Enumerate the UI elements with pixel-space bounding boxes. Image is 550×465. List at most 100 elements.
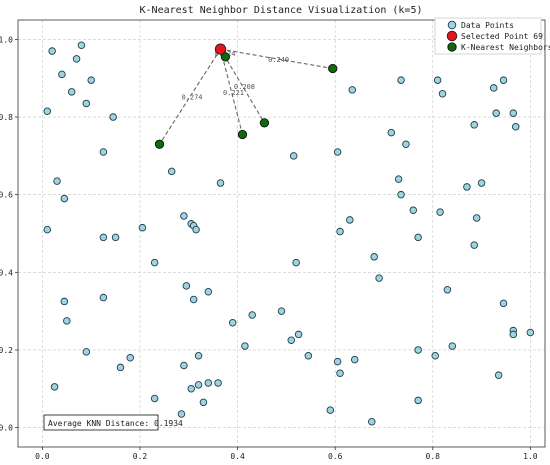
data-point: [409, 206, 418, 214]
neighbor-point: [154, 139, 165, 149]
data-point: [499, 299, 508, 308]
distance-label: 0.221: [223, 89, 244, 97]
data-point: [58, 70, 66, 79]
x-tick-label: 0.4: [230, 452, 245, 461]
data-point: [414, 396, 422, 405]
data-point: [397, 190, 405, 199]
data-point: [180, 361, 188, 370]
data-point: [472, 214, 481, 222]
data-point: [60, 194, 69, 203]
data-point: [63, 317, 71, 325]
data-point: [228, 319, 237, 327]
data-point: [43, 225, 52, 234]
data-point: [326, 406, 335, 414]
distance-label: 0.240: [268, 56, 289, 64]
data-point: [182, 282, 191, 290]
data-point: [216, 179, 225, 187]
data-point: [241, 342, 249, 350]
data-point: [368, 418, 376, 426]
data-point: [116, 363, 125, 372]
data-point: [204, 379, 213, 387]
data-point: [304, 352, 313, 360]
legend-label-selected: Selected Point 69: [461, 32, 543, 41]
neighbor-line: [220, 48, 265, 124]
data-point: [499, 76, 508, 84]
y-tick-label: 0.2: [0, 346, 13, 355]
legend: Data Points Selected Point 69 K-Nearest …: [434, 17, 550, 55]
data-point: [99, 293, 108, 302]
data-point: [82, 99, 91, 108]
data-point: [526, 328, 535, 337]
data-point: [214, 379, 222, 387]
legend-marker-neighbor: [447, 42, 457, 52]
data-point: [87, 76, 95, 84]
data-point: [336, 227, 344, 236]
neighbor-point: [328, 63, 338, 74]
data-point: [448, 342, 457, 350]
data-point: [414, 233, 422, 242]
data-point: [138, 223, 147, 232]
data-point: [436, 208, 444, 216]
data-point: [194, 352, 203, 360]
data-point: [387, 128, 396, 137]
data-point: [397, 76, 405, 84]
data-point: [287, 336, 296, 345]
data-point: [60, 297, 69, 306]
data-point: [67, 88, 76, 96]
y-tick-label: 0.0: [0, 424, 13, 433]
data-point: [470, 121, 478, 129]
data-point: [48, 47, 56, 55]
data-point: [375, 274, 383, 282]
data-point: [189, 295, 198, 304]
data-point: [463, 183, 471, 191]
legend-label-neighbor: K-Nearest Neighbors: [461, 43, 550, 52]
neighbor-point: [259, 118, 270, 128]
selected-layer: [214, 43, 227, 55]
data-point: [99, 148, 108, 156]
neighbor-point: [237, 129, 248, 140]
data-point: [402, 140, 410, 148]
data-points-layer: [43, 41, 535, 426]
data-point: [414, 346, 422, 354]
data-point: [438, 90, 447, 98]
selected-point: [214, 43, 227, 55]
x-tick-label: 1.0: [523, 452, 538, 461]
chart-title: K-Nearest Neighbor Distance Visualizatio…: [140, 5, 423, 16]
data-point: [150, 258, 159, 267]
data-point: [492, 109, 500, 117]
data-point: [111, 233, 120, 242]
data-point: [431, 352, 439, 360]
data-point: [77, 41, 86, 49]
x-tick-label: 0.6: [328, 452, 343, 461]
data-point: [53, 177, 61, 185]
summary-box: Average KNN Distance: 0.1934: [43, 414, 183, 431]
data-point: [348, 86, 357, 94]
legend-marker-data: [447, 20, 457, 30]
grid: [18, 20, 545, 447]
data-point: [470, 241, 478, 249]
y-tick-label: 0.8: [0, 113, 13, 122]
data-point: [346, 216, 354, 224]
neighbor-line: [159, 48, 221, 145]
legend-label-data: Data Points: [461, 21, 514, 30]
data-point: [126, 353, 134, 362]
distance-label: 0.208: [234, 83, 255, 91]
data-point: [370, 253, 378, 261]
data-point: [204, 287, 213, 296]
data-point: [82, 348, 91, 356]
data-point: [72, 55, 81, 63]
neighbor-line: [220, 48, 333, 70]
data-point: [433, 76, 442, 84]
neighbor-point: [220, 52, 231, 62]
data-point: [199, 398, 208, 407]
data-point: [443, 286, 452, 294]
data-point: [511, 122, 520, 131]
data-point: [192, 225, 200, 234]
data-point: [43, 107, 52, 115]
data-point: [99, 233, 108, 242]
y-tick-label: 0.6: [0, 191, 13, 200]
data-point: [248, 311, 256, 319]
data-point: [336, 369, 344, 377]
